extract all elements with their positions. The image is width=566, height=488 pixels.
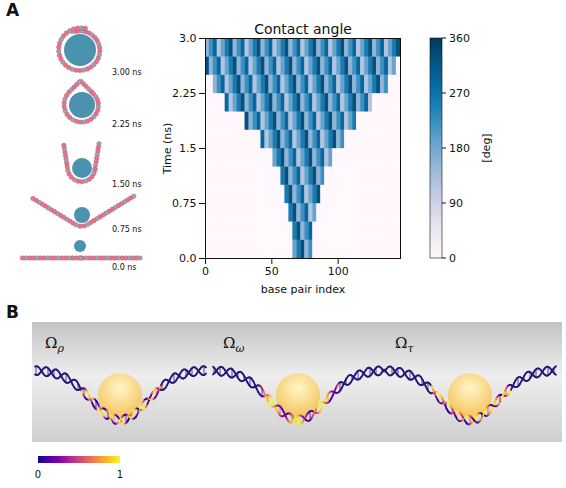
svg-text:0.0 ns: 0.0 ns [112, 263, 137, 272]
svg-text:0: 0 [449, 252, 456, 265]
svg-text:360: 360 [449, 32, 470, 45]
svg-text:Ωω: Ωω [223, 334, 244, 355]
svg-text:base pair index: base pair index [261, 283, 346, 296]
svg-text:Contact angle: Contact angle [254, 21, 352, 37]
svg-text:0: 0 [35, 469, 41, 480]
svg-text:0.75 ns: 0.75 ns [112, 225, 142, 234]
svg-text:0.0: 0.0 [179, 252, 197, 265]
svg-text:1.5: 1.5 [179, 142, 197, 155]
svg-text:2.25: 2.25 [172, 87, 197, 100]
svg-text:90: 90 [449, 197, 463, 210]
svg-text:0: 0 [202, 265, 209, 278]
svg-text:0.75: 0.75 [172, 197, 197, 210]
svg-text:1: 1 [117, 469, 123, 480]
svg-text:270: 270 [449, 87, 470, 100]
svg-text:50: 50 [265, 265, 279, 278]
svg-text:Ωτ: Ωτ [395, 334, 414, 355]
svg-text:3.00 ns: 3.00 ns [112, 68, 142, 77]
svg-text:B: B [6, 302, 19, 322]
svg-text:1.50 ns: 1.50 ns [112, 180, 142, 189]
svg-text:[deg]: [deg] [480, 133, 493, 162]
svg-text:Ωρ: Ωρ [45, 334, 64, 355]
svg-text:100: 100 [328, 265, 349, 278]
svg-text:180: 180 [449, 142, 470, 155]
svg-text:2.25 ns: 2.25 ns [112, 120, 142, 129]
svg-text:A: A [6, 0, 20, 20]
svg-text:3.0: 3.0 [179, 32, 197, 45]
svg-text:Time (ns): Time (ns) [161, 123, 174, 176]
